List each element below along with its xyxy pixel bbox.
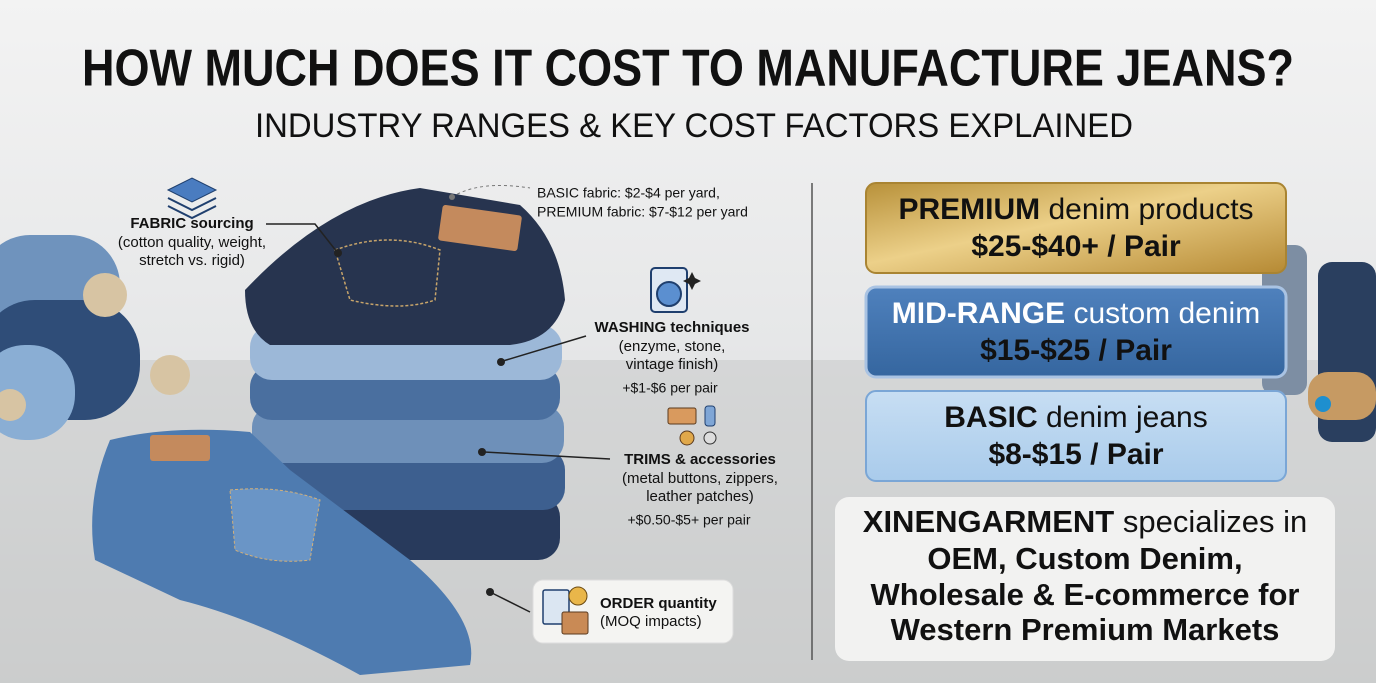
- leader-line: [483, 451, 611, 460]
- icon-sparkle: [683, 272, 701, 290]
- factor-name: techniques: [670, 319, 749, 336]
- factor-bold: ORDER: [600, 595, 654, 612]
- tier-name: denim products: [1048, 193, 1253, 226]
- leather-patch: [438, 204, 522, 252]
- leader-line: [266, 223, 338, 253]
- leader-line: [451, 184, 531, 198]
- tier-box-basic: [865, 390, 1287, 482]
- pocket-stitch: [334, 239, 441, 307]
- factor-cost: +$1-$6 per pair: [622, 380, 718, 396]
- tier-name: denim jeans: [1046, 401, 1208, 434]
- icon-shape: [167, 197, 217, 212]
- thread-spool: [1308, 372, 1376, 420]
- tier-label: PREMIUM denim products: [898, 193, 1253, 226]
- icon-shape: [561, 611, 589, 635]
- washer-icon: [650, 267, 701, 313]
- icon-shape: [166, 177, 218, 203]
- tier-bold: MID-RANGE: [892, 297, 1065, 330]
- company-line: OEM, Custom Denim,: [927, 541, 1242, 576]
- factor-label: FABRIC sourcing: [130, 215, 253, 232]
- back-pocket: [229, 488, 321, 562]
- factor-detail: (cotton quality, weight,: [118, 234, 266, 251]
- tier-box-premium: [865, 182, 1287, 274]
- leader-dot: [334, 249, 342, 257]
- factor-detail: (enzyme, stone,: [619, 338, 726, 355]
- icon-shape: [704, 405, 716, 427]
- factor-detail: leather patches): [646, 488, 754, 505]
- company-line: Wholesale & E-commerce for: [871, 577, 1300, 612]
- tier-bold: PREMIUM: [898, 193, 1040, 226]
- icon-shape: [568, 586, 588, 606]
- tier-bold: BASIC: [944, 401, 1037, 434]
- roll-core: [0, 389, 26, 421]
- leader-dot: [478, 448, 486, 456]
- fabric-note: PREMIUM fabric: $7-$12 per yard: [537, 204, 748, 220]
- fabric-icon: [166, 177, 218, 220]
- roll-core: [150, 355, 190, 395]
- jeans-layer: [255, 448, 565, 510]
- tier-box-mid: [864, 285, 1288, 379]
- tier-price: $8-$15 / Pair: [988, 438, 1163, 471]
- leader-dot: [449, 194, 455, 200]
- factor-cost: +$0.50-$5+ per pair: [628, 512, 751, 528]
- leader-dot: [486, 588, 494, 596]
- factor-detail: vintage finish): [626, 356, 719, 373]
- icon-shape: [656, 281, 682, 307]
- factor-bold: FABRIC: [130, 215, 186, 232]
- tier-label: BASIC denim jeans: [944, 401, 1207, 434]
- order-icon: [542, 586, 589, 635]
- leader-line: [502, 335, 587, 362]
- tier-price: $15-$25 / Pair: [980, 334, 1172, 367]
- icon-shape: [703, 431, 717, 445]
- factor-label: WASHING techniques: [594, 319, 749, 336]
- factor-label: TRIMS & accessories: [624, 451, 776, 468]
- factor-name: sourcing: [190, 215, 253, 232]
- factor-detail: (MOQ impacts): [600, 613, 702, 630]
- tier-name: custom denim: [1073, 297, 1260, 330]
- subtitle: INDUSTRY RANGES & KEY COST FACTORS EXPLA…: [255, 107, 1133, 145]
- title: HOW MUCH DOES IT COST TO MANUFACTURE JEA…: [82, 40, 1294, 98]
- icon-shape: [667, 407, 697, 425]
- factor-bold: TRIMS: [624, 451, 671, 468]
- icon-shape: [167, 205, 217, 220]
- factor-detail: stretch vs. rigid): [139, 252, 245, 269]
- icon-shape: [679, 430, 695, 446]
- leather-patch: [150, 435, 210, 461]
- company-verb: specializes in: [1123, 504, 1307, 539]
- company-line: Western Premium Markets: [891, 612, 1280, 647]
- factor-name: & accessories: [675, 451, 776, 468]
- leader-dot: [497, 358, 505, 366]
- trims-icon: [667, 405, 717, 446]
- factor-label: ORDER quantity: [600, 595, 717, 612]
- factor-name: quantity: [658, 595, 717, 612]
- factor-bold: WASHING: [594, 319, 666, 336]
- spool-core: [1315, 396, 1331, 412]
- company-box: [835, 497, 1335, 661]
- tier-price: $25-$40+ / Pair: [971, 230, 1181, 263]
- company-name: XINENGARMENT: [863, 504, 1115, 539]
- factor-detail: (metal buttons, zippers,: [622, 470, 778, 487]
- leader-line: [491, 592, 531, 613]
- company-intro: XINENGARMENT specializes in: [863, 504, 1307, 539]
- roll-core: [83, 273, 127, 317]
- tier-label: MID-RANGE custom denim: [892, 297, 1260, 330]
- fabric-note: BASIC fabric: $2-$4 per yard,: [537, 185, 720, 201]
